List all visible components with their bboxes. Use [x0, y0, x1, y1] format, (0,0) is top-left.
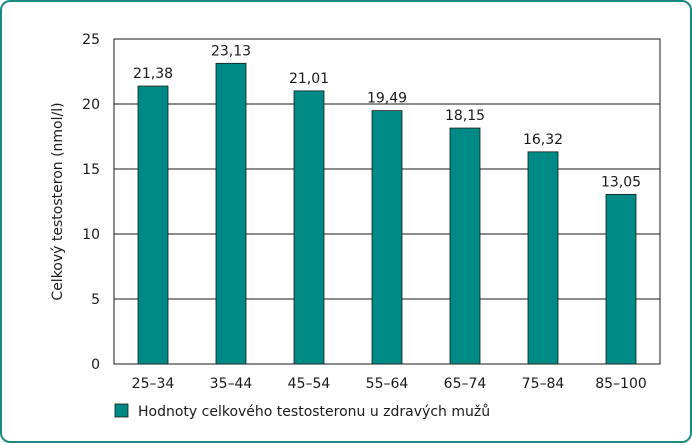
bar-value-labels: 21,38 23,13 21,01 19,49 18,15 16,32 13,05: [133, 43, 641, 190]
bar: [527, 151, 559, 365]
legend-swatch: [114, 403, 129, 418]
y-axis-tick-labels: 0 5 10 15 20 25: [82, 32, 100, 373]
bar-value-label: 18,15: [445, 108, 485, 124]
x-tick-label: 85–100: [595, 376, 647, 392]
y-tick-label: 5: [91, 292, 100, 308]
bar: [449, 127, 481, 365]
y-tick-label: 25: [82, 32, 100, 48]
bar-value-label: 13,05: [601, 174, 641, 190]
bar-value-label: 19,49: [367, 91, 407, 107]
bar: [137, 85, 169, 365]
y-tick-label: 20: [82, 97, 100, 113]
bar: [605, 193, 637, 365]
y-tick-label: 15: [82, 162, 100, 178]
x-tick-label: 25–34: [132, 376, 175, 392]
bar-value-label: 21,01: [289, 71, 329, 87]
bar-value-label: 21,38: [133, 66, 173, 82]
bar-value-label: 23,13: [211, 43, 251, 59]
x-tick-label: 55–64: [366, 376, 409, 392]
x-tick-label: 35–44: [210, 376, 253, 392]
legend: Hodnoty celkového testosteronu u zdravýc…: [114, 403, 490, 420]
x-tick-label: 65–74: [444, 376, 487, 392]
x-tick-label: 75–84: [522, 376, 565, 392]
x-axis-tick-labels: 25–34 35–44 45–54 55–64 65–74 75–84 85–100: [132, 376, 647, 392]
bar: [293, 90, 325, 365]
bar: [371, 110, 403, 365]
x-tick-label: 45–54: [288, 376, 331, 392]
y-tick-label: 0: [91, 357, 100, 373]
legend-label: Hodnoty celkového testosteronu u zdravýc…: [138, 404, 490, 420]
bars: [137, 62, 637, 365]
bar: [215, 62, 247, 365]
y-axis-title: Celkový testosteron (nmol/l): [50, 102, 66, 300]
bar-value-label: 16,32: [523, 132, 563, 148]
y-tick-label: 10: [82, 227, 100, 243]
